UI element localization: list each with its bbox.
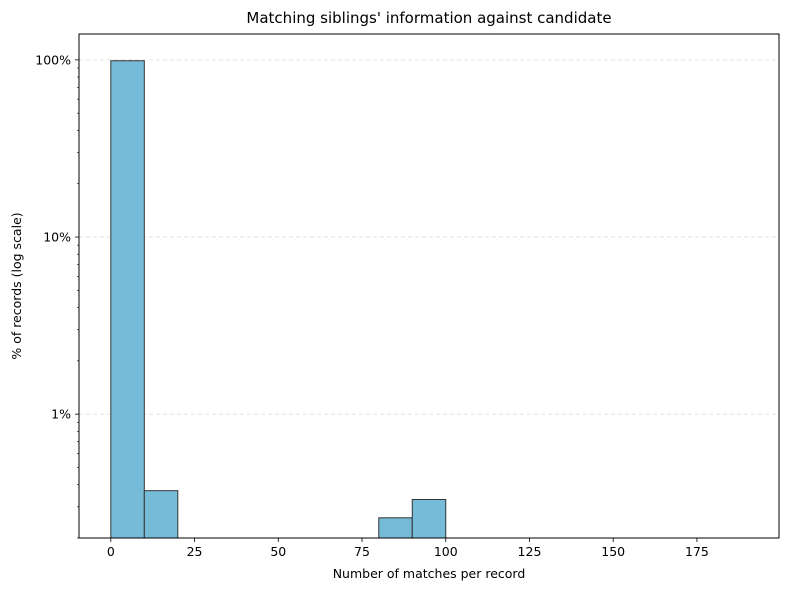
x-tick-label: 175 bbox=[685, 544, 709, 559]
plot-frame bbox=[78, 33, 780, 539]
x-axis-label: Number of matches per record bbox=[333, 566, 526, 581]
y-axis-label: % of records (log scale) bbox=[9, 212, 24, 359]
histogram-bar-90-100 bbox=[411, 498, 447, 539]
gridlines bbox=[79, 59, 779, 415]
histogram-bar-80-90 bbox=[378, 517, 413, 539]
x-axis: 0 25 50 75 100 125 150 175 bbox=[107, 538, 709, 559]
y-tick-label: 100% bbox=[35, 52, 71, 67]
y-axis: 1% 10% 100% bbox=[35, 52, 79, 539]
y-tick-label: 1% bbox=[51, 407, 71, 422]
x-tick-label: 25 bbox=[187, 544, 203, 559]
x-tick-label: 0 bbox=[107, 544, 115, 559]
x-tick-label: 125 bbox=[518, 544, 542, 559]
x-tick-label: 75 bbox=[354, 544, 370, 559]
histogram-bar-10-20 bbox=[143, 490, 179, 539]
y-tick-label: 10% bbox=[43, 230, 71, 245]
x-tick-label: 150 bbox=[601, 544, 625, 559]
x-tick-label: 50 bbox=[270, 544, 286, 559]
histogram-bars bbox=[110, 60, 447, 539]
x-tick-label: 100 bbox=[434, 544, 458, 559]
histogram-bar-0-10 bbox=[110, 60, 145, 539]
chart-title: Matching siblings' information against c… bbox=[246, 9, 611, 27]
